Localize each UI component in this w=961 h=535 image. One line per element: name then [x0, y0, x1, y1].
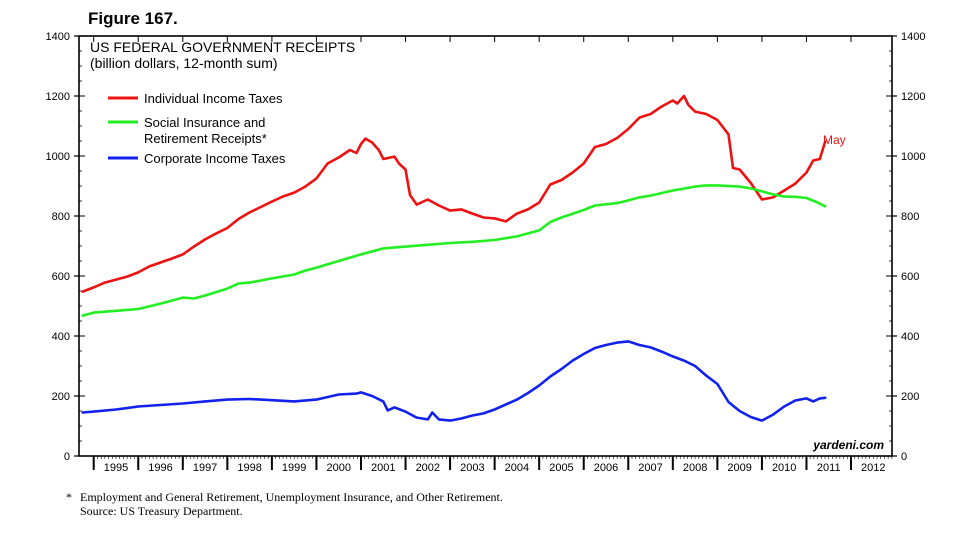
x-tick-label: 2001	[371, 462, 395, 474]
series-line-3	[81, 340, 827, 422]
figure-label: Figure 167.	[88, 9, 178, 28]
x-tick-label: 1998	[237, 462, 261, 474]
chart-title: US FEDERAL GOVERNMENT RECEIPTS	[90, 39, 355, 55]
x-tick-label: 1997	[193, 462, 217, 474]
legend-label-2: Social Insurance and	[144, 115, 265, 130]
x-tick-label: 2009	[727, 462, 751, 474]
y-tick-label-left: 0	[64, 451, 70, 463]
y-tick-label-left: 800	[52, 211, 70, 223]
x-tick-label: 1999	[282, 462, 306, 474]
watermark: yardeni.com	[812, 438, 884, 452]
y-tick-label-right: 0	[901, 451, 907, 463]
y-tick-label-left: 1200	[46, 91, 70, 103]
x-tick-label: 2000	[326, 462, 350, 474]
y-tick-label-left: 400	[52, 331, 70, 343]
x-tick-label: 2002	[416, 462, 440, 474]
y-tick-label-right: 200	[901, 391, 919, 403]
series-line-1	[81, 94, 827, 293]
axis-ticks: 0 0 200 200 400 400 600 600 800 800 1000 1000 1200 12…	[46, 31, 926, 474]
x-tick-label: 2010	[772, 462, 796, 474]
legend-label-3: Corporate Income Taxes	[144, 151, 286, 166]
y-tick-label-right: 1000	[901, 151, 925, 163]
legend: Individual Income Taxes Social Insurance …	[108, 91, 286, 166]
y-tick-label-left: 600	[52, 271, 70, 283]
x-tick-label: 2005	[549, 462, 573, 474]
series-lines	[81, 94, 827, 422]
y-tick-label-left: 200	[52, 391, 70, 403]
end-annotation: May	[823, 133, 846, 147]
x-tick-label: 2011	[817, 462, 841, 474]
x-tick-label: 1995	[104, 462, 128, 474]
x-tick-label: 2006	[594, 462, 618, 474]
source-text: Source: US Treasury Department.	[80, 504, 243, 518]
y-tick-label-right: 400	[901, 331, 919, 343]
x-tick-label: 2012	[861, 462, 885, 474]
x-tick-label: 2008	[683, 462, 707, 474]
legend-label-1: Individual Income Taxes	[144, 91, 283, 106]
footnote-mark: *	[66, 490, 72, 504]
chart-subtitle: (billion dollars, 12-month sum)	[90, 55, 278, 71]
footnote-text: Employment and General Retirement, Unemp…	[80, 490, 503, 504]
y-tick-label-right: 800	[901, 211, 919, 223]
y-tick-label-right: 1400	[901, 31, 925, 43]
x-tick-label: 2004	[505, 462, 529, 474]
series-line-2	[81, 184, 827, 317]
y-tick-label-left: 1400	[46, 31, 70, 43]
x-tick-label: 2003	[460, 462, 484, 474]
receipts-line-chart: 0 0 200 200 400 400 600 600 800 800 1000 1000 1200 12…	[46, 31, 926, 474]
x-tick-label: 1996	[148, 462, 172, 474]
x-tick-label: 2007	[638, 462, 662, 474]
y-tick-label-right: 1200	[901, 91, 925, 103]
footnote: * Employment and General Retirement, Unem…	[66, 490, 503, 518]
y-tick-label-left: 1000	[46, 151, 70, 163]
legend-label-2: Retirement Receipts*	[144, 131, 267, 146]
y-tick-label-right: 600	[901, 271, 919, 283]
